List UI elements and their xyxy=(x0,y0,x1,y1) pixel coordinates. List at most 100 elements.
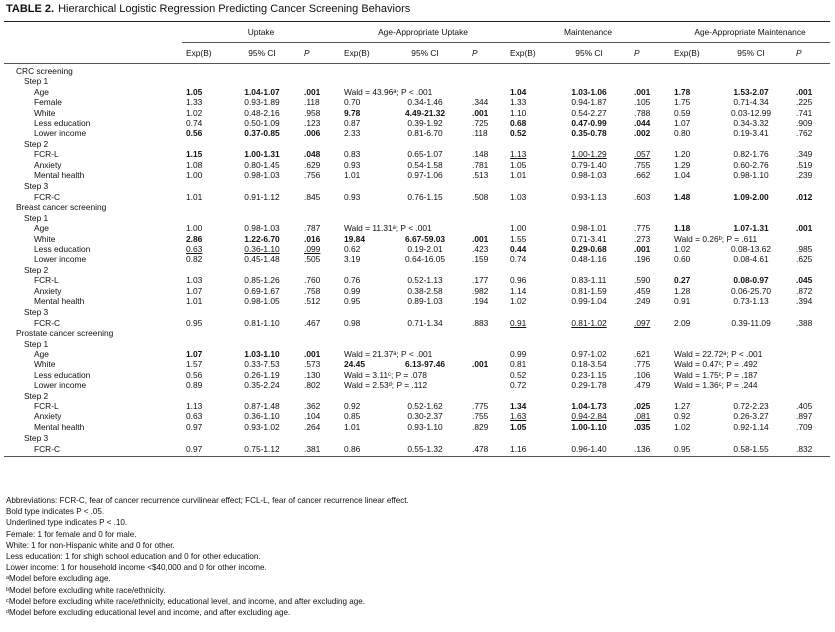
cell: .159 xyxy=(472,254,489,265)
cell: 1.20 xyxy=(674,149,691,160)
step-row: Step 3 xyxy=(4,432,830,443)
cell: .508 xyxy=(472,191,489,202)
cell: .802 xyxy=(304,380,321,391)
column-header: 95% CI xyxy=(712,42,791,64)
column-header: P xyxy=(298,42,341,64)
cell: Wald = 0.47ᶜ; P = .492 xyxy=(674,359,758,370)
cell: 1.34 xyxy=(510,401,527,411)
cell: .629 xyxy=(304,159,321,170)
cell: 0.70 xyxy=(344,97,361,108)
cell: 24.45 xyxy=(344,359,365,370)
cell: 0.97-1.02 xyxy=(571,348,607,359)
cell: 0.58-1.55 xyxy=(712,443,791,458)
cell: 1.05 xyxy=(510,421,527,432)
cell: .985 xyxy=(796,243,813,254)
row-label: Less education xyxy=(34,369,91,380)
cell: .025 xyxy=(634,401,651,411)
step-title: Step 3 xyxy=(24,307,49,318)
cell: 1.01 xyxy=(186,191,203,202)
cell: 0.83 xyxy=(344,149,361,160)
cell: 0.98-1.03 xyxy=(571,170,607,181)
row-label: Anxiety xyxy=(34,285,62,296)
row-label: Lower income xyxy=(34,254,87,265)
cell: .104 xyxy=(304,411,321,422)
cell: 0.97 xyxy=(182,443,226,458)
regression-table: Uptake Age-Appropriate Uptake Maintenance A… xyxy=(4,21,831,458)
data-row: Lower income 0.82 0.45-1.48 .505 3.19 0.64-16… xyxy=(4,254,830,264)
row-label: Age xyxy=(34,86,49,97)
footnote: ᵈModel before excluding educational leve… xyxy=(6,608,291,618)
cell: .081 xyxy=(634,411,651,422)
cell: Wald = 0.26ᵇ; P = .611 xyxy=(674,233,758,244)
cell: 0.95 xyxy=(344,295,361,306)
cell: 1.07-1.31 xyxy=(733,223,769,234)
cell: 1.18 xyxy=(674,223,691,234)
column-header: P xyxy=(790,42,831,64)
cell: .459 xyxy=(634,285,651,296)
step-row: Step 1 xyxy=(4,213,830,223)
cell: 2.86 xyxy=(186,233,203,244)
row-label: Mental health xyxy=(34,421,85,432)
cell: 0.63 xyxy=(186,243,203,254)
cell: .832 xyxy=(790,443,831,458)
cell: 0.52-1.62 xyxy=(407,401,443,411)
cell: 0.98 xyxy=(344,317,361,328)
cell: .958 xyxy=(304,107,321,118)
table-body: CRC screening Step 1 Age 1.05 1.04-1.07.001 W… xyxy=(4,64,831,458)
cell: 1.63 xyxy=(510,411,527,422)
step-row: Step 1 xyxy=(4,76,830,86)
cell: .118 xyxy=(472,128,488,139)
table-title: TABLE 2. Hierarchical Logistic Regression… xyxy=(6,3,410,15)
cell: 1.22-6.70 xyxy=(244,233,280,244)
column-header: Exp(B) xyxy=(182,42,226,64)
cell: 0.94-1.87 xyxy=(571,97,607,108)
footnote: Underlined type indicates P < .10. xyxy=(6,518,128,528)
cell: .006 xyxy=(304,128,321,139)
cell: .883 xyxy=(472,317,489,328)
cell: 0.68 xyxy=(510,118,527,129)
cell: 0.08-13.62 xyxy=(731,243,772,254)
cell: 1.14 xyxy=(510,285,527,296)
cell: 0.91-1.12 xyxy=(244,191,280,202)
cell: 0.54-1.58 xyxy=(407,159,443,170)
data-row: FCR-L 1.15 1.00-1.31 .048 0.83 0.65-1.07 .148 1… xyxy=(4,149,830,159)
cell: 0.99 xyxy=(344,285,361,296)
cell: .845 xyxy=(304,191,321,202)
cell: 0.56 xyxy=(186,128,203,139)
step-row: Step 3 xyxy=(4,180,830,191)
cell: 1.03 xyxy=(510,191,527,202)
cell: .012 xyxy=(796,191,813,202)
cell: .662 xyxy=(634,170,651,181)
cell: 0.44 xyxy=(510,243,527,254)
cell: 0.93-1.10 xyxy=(407,421,443,432)
column-header: Exp(B) xyxy=(670,42,713,64)
cell: Wald = 22.72ᵃ; P < .001 xyxy=(674,348,763,359)
cell: 19.84 xyxy=(344,233,365,244)
cell: 6.13-97.46 xyxy=(404,359,446,370)
cell: .897 xyxy=(796,411,813,422)
cell: 0.98-1.03 xyxy=(244,223,280,234)
row-label: Less education xyxy=(34,118,91,129)
footnote: ᵇModel before excluding white race/ethni… xyxy=(6,585,166,595)
cell: .001 xyxy=(304,86,321,97)
cell: 1.07 xyxy=(186,348,203,359)
cell: 0.81-6.70 xyxy=(407,128,443,139)
cell: 1.03-1.10 xyxy=(244,348,280,359)
cell: 1.00-1.10 xyxy=(571,421,607,432)
cell: .756 xyxy=(304,170,321,181)
cell: .148 xyxy=(472,149,489,160)
section-title: CRC screening xyxy=(16,66,73,76)
cell: 0.30-2.37 xyxy=(407,411,443,422)
data-row: Age 1.05 1.04-1.07 .001 Wald = 43.96ᵃ; P < .… xyxy=(4,87,830,97)
cell: 0.38-2.58 xyxy=(407,285,443,296)
cell: 0.26-1.19 xyxy=(244,369,280,380)
row-label: FCR-C xyxy=(34,317,61,328)
cell: 1.02 xyxy=(674,421,691,432)
cell: .755 xyxy=(634,159,651,170)
cell: 1.00 xyxy=(186,170,203,181)
cell: 0.81-1.02 xyxy=(571,317,607,328)
cell: 0.39-1.92 xyxy=(407,118,443,129)
row-label: White xyxy=(34,359,56,370)
cell: 0.76 xyxy=(344,275,361,286)
cell: 0.19-2.01 xyxy=(407,243,443,254)
